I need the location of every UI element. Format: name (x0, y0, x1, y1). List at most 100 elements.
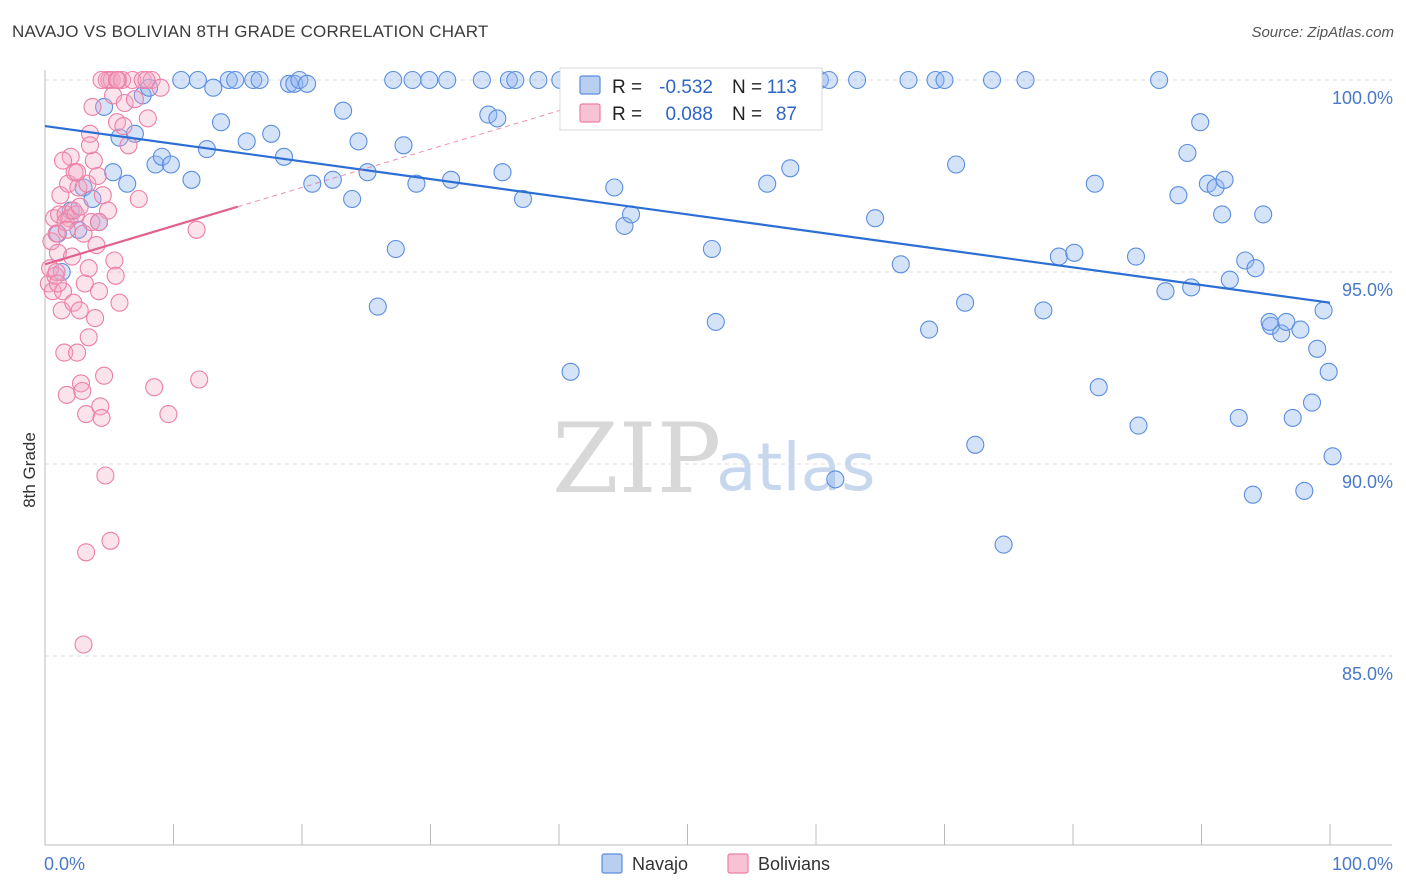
navajo-point (172, 70, 191, 90)
bolivians-trend-extension (237, 91, 624, 208)
navajo-point (529, 70, 548, 90)
y-axis-title: 8th Grade (20, 432, 39, 508)
bolivians-trend-line (44, 205, 239, 266)
navajo-point (368, 297, 387, 316)
navajo-n-value: 113 (767, 77, 797, 98)
navajo-point (349, 132, 368, 151)
y-tick-labels: 85.0% 90.0% 95.0% 100.0% (1332, 88, 1393, 684)
stats-legend: R = -0.532 N = 113 R = 0.088 N = 87 (559, 67, 823, 131)
navajo-point (1049, 247, 1068, 266)
bolivians-point (47, 262, 66, 282)
navajo-point (1323, 447, 1342, 466)
bolivians-swatch (579, 103, 601, 123)
navajo-point (303, 174, 322, 193)
navajo-point (1283, 408, 1302, 427)
x-tick-labels: 0.0% 100.0% (44, 854, 1393, 874)
navajo-point (343, 189, 362, 209)
navajo-point (1182, 278, 1201, 297)
legend-bolivians-swatch (727, 853, 749, 874)
navajo-point (1260, 312, 1279, 331)
navajo-point (438, 70, 457, 90)
navajo-point (298, 74, 317, 93)
bolivians-point (129, 189, 148, 209)
bolivians-r-label: R = (612, 104, 642, 125)
legend-bolivians-label: Bolivians (758, 854, 830, 874)
navajo-point (982, 70, 1002, 90)
navajo-point (386, 239, 405, 259)
source-label: Source: ZipAtlas.com (1251, 24, 1394, 41)
bolivians-point (95, 366, 114, 385)
legend-navajo-label: Navajo (632, 854, 688, 874)
bolivians-n-label: N = (732, 104, 762, 125)
navajo-point (420, 70, 439, 90)
navajo-point (1150, 70, 1169, 90)
bolivians-point (91, 397, 110, 416)
navajo-r-label: R = (612, 77, 642, 98)
navajo-point (394, 136, 413, 155)
bolivians-point (92, 70, 111, 90)
navajo-point (899, 70, 918, 90)
bolivians-point (77, 543, 96, 562)
bolivians-point (92, 408, 111, 427)
y-tick-label: 90.0% (1342, 472, 1393, 492)
bolivians-point (145, 378, 164, 397)
bolivians-point (69, 178, 88, 197)
navajo-point (1246, 259, 1265, 278)
navajo-point (403, 70, 422, 90)
navajo-point (1129, 416, 1148, 435)
navajo-point (702, 239, 721, 259)
bolivians-point (123, 70, 142, 90)
navajo-point (1178, 143, 1197, 163)
navajo-point (1302, 393, 1322, 412)
navajo-point (1254, 205, 1273, 224)
bolivians-point (57, 385, 76, 404)
navajo-point (323, 170, 342, 189)
navajo-point (1065, 243, 1084, 262)
bolivians-point (113, 70, 132, 90)
navajo-point (1291, 320, 1310, 339)
bolivians-points (39, 70, 209, 654)
navajo-point (1272, 324, 1291, 343)
bolivians-point (102, 70, 121, 90)
bolivians-point (107, 70, 127, 90)
navajo-point (956, 293, 975, 312)
navajo-point (1089, 378, 1108, 397)
bolivians-point (106, 266, 125, 285)
bolivians-point (96, 466, 115, 485)
navajo-point (442, 170, 461, 189)
x-tick-label: 0.0% (44, 854, 85, 874)
navajo-point (479, 105, 498, 124)
bolivians-point (74, 635, 93, 654)
navajo-point (1314, 301, 1333, 320)
navajo-n-label: N = (732, 77, 762, 98)
bolivians-point (88, 166, 107, 186)
bolivians-point (55, 343, 74, 362)
navajo-point (1034, 301, 1053, 320)
bolivians-point (84, 151, 103, 170)
navajo-point (472, 70, 491, 90)
navajo-point (966, 435, 985, 454)
navajo-point (1191, 113, 1210, 132)
navajo-point (161, 155, 180, 174)
navajo-point (384, 70, 403, 90)
navajo-point (407, 174, 426, 193)
navajo-point (118, 174, 137, 193)
series-legend: Navajo Bolivians (601, 853, 830, 874)
navajo-point (493, 163, 512, 182)
navajo-point (1215, 170, 1234, 189)
bolivians-point (115, 93, 134, 113)
navajo-point (947, 155, 966, 174)
y-tick-label: 85.0% (1342, 664, 1393, 684)
navajo-point (250, 70, 269, 90)
navajo-trend-line (44, 124, 1331, 304)
navajo-point (204, 78, 223, 97)
bolivians-point (89, 282, 109, 301)
navajo-point (506, 70, 525, 90)
trend-lines (44, 91, 1331, 304)
navajo-point (1308, 339, 1327, 358)
bolivians-point (48, 274, 67, 293)
navajo-point (826, 470, 845, 489)
bolivians-point (93, 186, 112, 205)
navajo-point (188, 70, 207, 90)
